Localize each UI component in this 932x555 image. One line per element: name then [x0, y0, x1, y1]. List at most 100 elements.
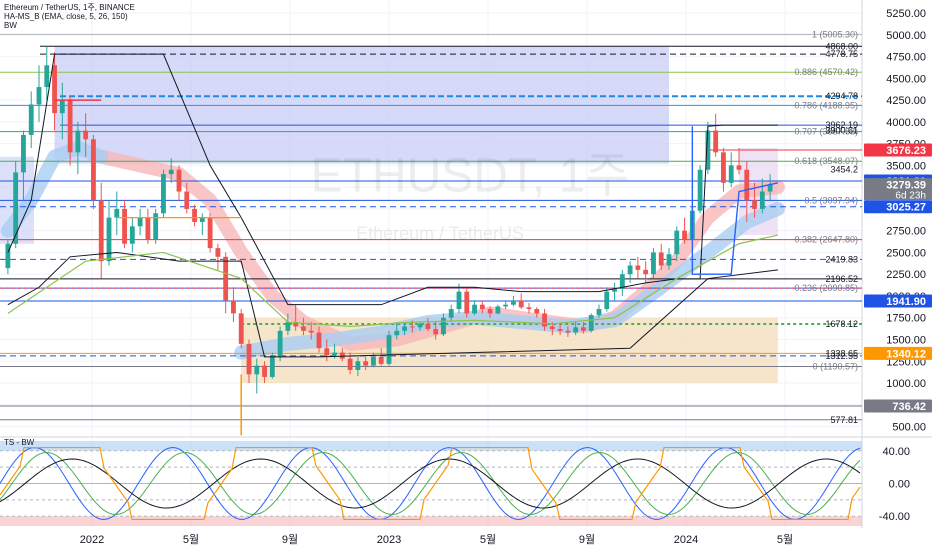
- candle-body: [293, 322, 299, 327]
- candle-body: [67, 100, 73, 153]
- level-label: 3454.2: [830, 164, 858, 174]
- candle-body: [604, 291, 610, 310]
- candle-body: [339, 352, 345, 359]
- price-axis-tick: 2750.00: [886, 226, 926, 238]
- price-axis-tick: 500.00: [892, 422, 926, 434]
- candle-body: [627, 265, 633, 275]
- candle-body: [511, 300, 516, 305]
- level-label: 4868.00: [825, 41, 858, 51]
- watermark-symbol: ETHUSDT, 1주: [311, 150, 630, 203]
- candle-body: [168, 169, 174, 175]
- fib-level-label: 0.5 (3097.94): [804, 195, 858, 205]
- fib-level-label: 0.886 (4570.42): [794, 67, 858, 77]
- candle-body: [332, 352, 337, 356]
- candle-body: [767, 184, 773, 192]
- fib-level-label: 0.618 (3548.07): [794, 156, 858, 166]
- level-label: 2419.83: [825, 254, 858, 264]
- candle-body: [199, 217, 205, 222]
- candle-body: [425, 323, 431, 330]
- candle-body: [52, 65, 57, 114]
- candle-body: [557, 329, 563, 331]
- candle-body: [176, 169, 182, 192]
- candle-body: [269, 356, 275, 377]
- price-axis-tick: 4500.00: [886, 73, 926, 85]
- price-axis-tick: 2250.00: [886, 269, 926, 281]
- candle-body: [409, 326, 415, 328]
- candle-body: [378, 356, 384, 364]
- candle-body: [573, 327, 579, 333]
- time-axis-label: 5월: [777, 533, 793, 546]
- trend-line-black-lower: [7, 251, 778, 358]
- level-label: 4778.75: [825, 49, 858, 59]
- trend-line-black: [7, 53, 778, 306]
- price-axis-tick: 5000.00: [886, 30, 926, 42]
- price-tag-value: 1340.12: [886, 348, 926, 360]
- candle-body: [316, 332, 322, 349]
- candle-body: [534, 309, 540, 314]
- time-axis-label: 2024: [674, 534, 698, 546]
- candle-body: [184, 191, 190, 209]
- candle-body: [728, 165, 734, 183]
- candle-body: [526, 307, 532, 310]
- signal-line-blue: [691, 126, 779, 275]
- price-tag-bg: [864, 399, 932, 413]
- candle-body: [285, 322, 291, 331]
- price-tag-bg: [864, 294, 932, 308]
- price-tag-value: 1941.90: [886, 296, 926, 308]
- price-tag-bg: [864, 346, 932, 360]
- fib-level-label: 0 (1190.57): [813, 361, 858, 371]
- candle-body: [697, 169, 703, 211]
- price-tag-value: 3676.23: [886, 145, 926, 157]
- candle-body: [456, 291, 462, 310]
- price-axis-tick: 3500.00: [886, 160, 926, 172]
- candle-body: [542, 313, 547, 327]
- candle-body: [347, 358, 353, 370]
- candle-body: [503, 304, 509, 307]
- candle-body: [238, 313, 244, 344]
- oscillator-blue-line: [0, 447, 861, 520]
- candle-body: [223, 256, 229, 301]
- price-axis-tick: 4250.00: [886, 95, 926, 107]
- level-label: 1678.12: [825, 319, 858, 329]
- candle-body: [122, 208, 127, 244]
- candle-body: [651, 252, 656, 275]
- candle-body: [721, 152, 726, 183]
- level-label: 1338.65: [825, 349, 858, 359]
- level-label: 4294.78: [825, 91, 858, 101]
- oscillator-green-line: [0, 451, 861, 516]
- level-label: 2196.52: [825, 274, 858, 284]
- price-axis-tick: 4750.00: [886, 52, 926, 64]
- candle-body: [666, 254, 672, 266]
- candle-body: [215, 248, 221, 257]
- time-axis-label: 2022: [80, 534, 104, 546]
- oversold-zone: [0, 516, 862, 526]
- candle-body: [301, 326, 306, 331]
- candle-body: [487, 309, 493, 314]
- indicator-name-ha-ms: HA-MS_B (EMA, close, 5, 26, 150): [4, 12, 128, 21]
- candle-body: [13, 172, 19, 244]
- candle-body: [643, 269, 649, 275]
- candle-body: [192, 208, 197, 222]
- price-tag-value: 3279.39: [886, 180, 926, 192]
- candle-body: [736, 165, 742, 170]
- candle-body: [59, 100, 65, 114]
- fib-level-label: 0.707 (3887.53): [794, 127, 858, 137]
- watermark-name: Ethereum / TetherUS: [356, 223, 524, 243]
- oscillator-axis-tick: -40.00: [879, 511, 910, 523]
- candle-body: [308, 330, 314, 333]
- candle-body: [114, 208, 120, 218]
- candle-body: [565, 330, 571, 333]
- candle-body: [386, 335, 392, 364]
- candle-body: [596, 309, 602, 316]
- candle-body: [153, 213, 159, 240]
- candle-body: [464, 291, 470, 314]
- price-tag-bg: [864, 178, 932, 201]
- time-axis-label: 5월: [183, 533, 199, 546]
- candle-body: [36, 87, 42, 105]
- candle-body: [75, 130, 81, 153]
- candle-body: [145, 217, 151, 240]
- time-axis-label: 9월: [282, 533, 298, 546]
- candle-body: [91, 139, 96, 201]
